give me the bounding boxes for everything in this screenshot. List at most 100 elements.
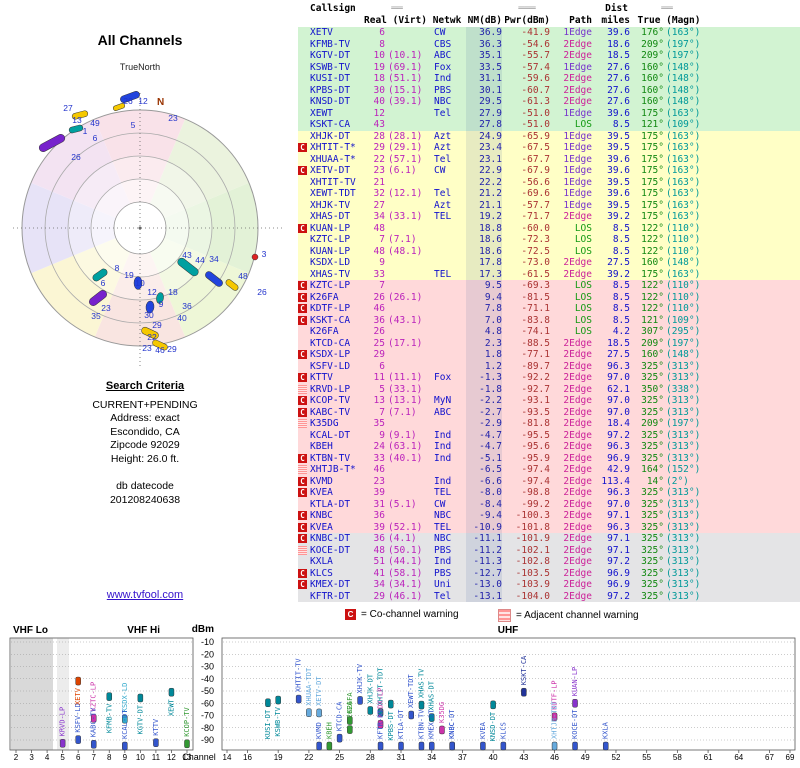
path-cell: LOS <box>574 303 592 314</box>
table-row: XHAS-DT 34 (33.1) TEL 19.2 -71.7 2Edge 39.2 175°… <box>298 211 800 223</box>
path-cell: 2Edge <box>563 395 592 406</box>
network-cell: ABC <box>434 406 452 418</box>
warn-spacer <box>298 154 310 166</box>
callsign-cell: KFMB-TV <box>310 38 351 50</box>
virtual-channel-cell: (48.1) <box>388 245 423 257</box>
station-label: XHUAA-TDT <box>305 667 313 706</box>
real-channel-cell: 48 <box>373 544 385 556</box>
azimuth-true-cell: 325° <box>641 533 664 544</box>
callsign-cell: KSDX-LD <box>310 257 351 268</box>
azimuth-true-cell: 175° <box>641 107 664 119</box>
azimuth-magnetic-cell: (313°) <box>666 372 701 383</box>
station-marker <box>265 698 271 708</box>
real-channel-cell: 46 <box>373 464 385 475</box>
callsign-cell: KUSI-DT <box>310 73 351 84</box>
power-cell: -99.2 <box>521 498 550 510</box>
power-cell: -59.6 <box>521 73 550 84</box>
azimuth-magnetic-cell: (313°) <box>666 429 701 441</box>
network-cell: Uni <box>434 579 452 590</box>
radar-channel-label: 26 <box>71 152 81 162</box>
station-marker <box>75 735 81 744</box>
virtual-channel-cell: (15.1) <box>388 84 423 96</box>
real-channel-cell: 22 <box>373 153 385 165</box>
real-channel-cell: 19 <box>373 61 385 73</box>
station-label: KXLA <box>602 721 610 739</box>
warn-spacer <box>298 556 310 568</box>
radar-channel-label: 1 <box>83 126 88 136</box>
radar-channel-label: 19 <box>124 270 134 280</box>
real-channel-cell: 13 <box>373 395 385 406</box>
callsign-cell: KBEH <box>310 441 333 452</box>
dbm-tick-label: -20 <box>201 649 214 659</box>
table-row: C KNBC-DT 36 (4.1) NBC -11.1 -101.9 2Edge 97.1 32… <box>298 533 800 545</box>
warn-spacer <box>298 96 310 108</box>
virtual-channel-cell: (50.1) <box>388 544 423 556</box>
station-marker <box>418 700 425 710</box>
station-label: KPBS-DT <box>387 710 395 740</box>
path-cell: LOS <box>574 291 592 303</box>
distance-cell: 8.5 <box>612 119 630 130</box>
table-row: KOCE-DT 48 (50.1) PBS -11.2 -102.1 2Edge 97.1 32… <box>298 544 800 556</box>
station-label: XEWT <box>167 698 175 716</box>
azimuth-magnetic-cell: (163°) <box>666 268 701 280</box>
station-label: KTCD-CA <box>336 701 344 731</box>
azimuth-true-cell: 209° <box>641 337 664 349</box>
radar-station-marker <box>152 339 168 351</box>
power-cell: -93.5 <box>521 406 550 418</box>
tvfool-link[interactable]: www.tvfool.com <box>106 589 184 601</box>
real-channel-cell: 39 <box>373 521 385 533</box>
network-cell: PBS <box>434 544 452 556</box>
distance-cell: 18.4 <box>607 418 630 429</box>
noise-margin-cell: -13.1 <box>466 590 502 602</box>
station-label: KTBN-TV <box>417 709 425 739</box>
azimuth-true-cell: 325° <box>641 590 664 602</box>
callsign-cell: KSDX-LP <box>310 349 351 360</box>
azimuth-true-cell: 325° <box>641 360 664 372</box>
noise-margin-cell: -8.4 <box>466 498 502 510</box>
network-cell <box>434 464 464 476</box>
azimuth-magnetic-cell: (313°) <box>666 441 701 452</box>
azimuth-true-cell: 164° <box>641 464 664 475</box>
header-dist: Dist <box>605 3 628 14</box>
real-channel-cell: 23 <box>373 475 385 487</box>
real-channel-cell: 34 <box>373 211 385 222</box>
distance-cell: 27.5 <box>607 257 630 268</box>
path-cell: 1Edge <box>563 27 592 38</box>
radar-channel-label: 6 <box>93 133 98 143</box>
channel-tick-label: 49 <box>581 753 590 762</box>
distance-cell: 39.5 <box>607 130 630 142</box>
spectrum-chart: -10 -20 -30 -40 -50 -60 -70 -80 -90 dBm Channel VHF… <box>9 624 796 762</box>
azimuth-true-cell: 175° <box>641 188 664 199</box>
warn-spacer <box>298 119 310 131</box>
table-row: KUSI-DT 18 (51.1) Ind 31.1 -59.6 2Edge 27.6 160°… <box>298 73 800 85</box>
real-channel-cell: 36 <box>373 314 385 326</box>
station-marker <box>388 699 394 709</box>
table-row: KRVD-LP 5 (33.1) -1.8 -92.7 2Edge 62.1 350° (338… <box>298 383 800 395</box>
callsign-cell: KGTV-DT <box>310 50 351 61</box>
header-azimuth-group: ══Azimuth══ <box>628 3 706 15</box>
radar-channel-label: 5 <box>131 120 136 130</box>
network-cell: Tel <box>434 153 452 165</box>
callsign-cell: XHJK-DT <box>310 130 351 142</box>
virtual-channel-cell: (40.1) <box>388 452 423 464</box>
azimuth-true-cell: 325° <box>641 510 664 521</box>
distance-cell: 39.5 <box>607 142 630 153</box>
azimuth-true-cell: 176° <box>641 27 664 38</box>
azimuth-magnetic-cell: (163°) <box>666 211 701 222</box>
radar-station-marker <box>71 110 89 120</box>
station-marker <box>122 741 128 751</box>
table-row: K26FA 26 4.8 -74.1 LOS 4.2 307° (295°) <box>298 326 800 338</box>
power-cell: -57.7 <box>521 199 550 211</box>
power-cell: -72.5 <box>521 245 550 257</box>
table-row: C KVEA 39 TEL -8.0 -98.8 2Edge 96.3 325° (313°) <box>298 487 800 499</box>
station-marker <box>75 676 81 686</box>
distance-cell: 97.2 <box>607 590 630 602</box>
station-marker <box>551 712 558 722</box>
azimuth-magnetic-cell: (313°) <box>666 360 701 372</box>
warn-spacer <box>298 188 310 200</box>
callsign-cell: XHTIT-TV <box>310 176 356 188</box>
callsign-cell: KPBS-DT <box>310 84 351 96</box>
virtual-channel-cell: (7.1) <box>388 406 417 418</box>
noise-margin-cell: 23.1 <box>466 153 502 165</box>
header-netwk: Netwk <box>432 15 462 26</box>
